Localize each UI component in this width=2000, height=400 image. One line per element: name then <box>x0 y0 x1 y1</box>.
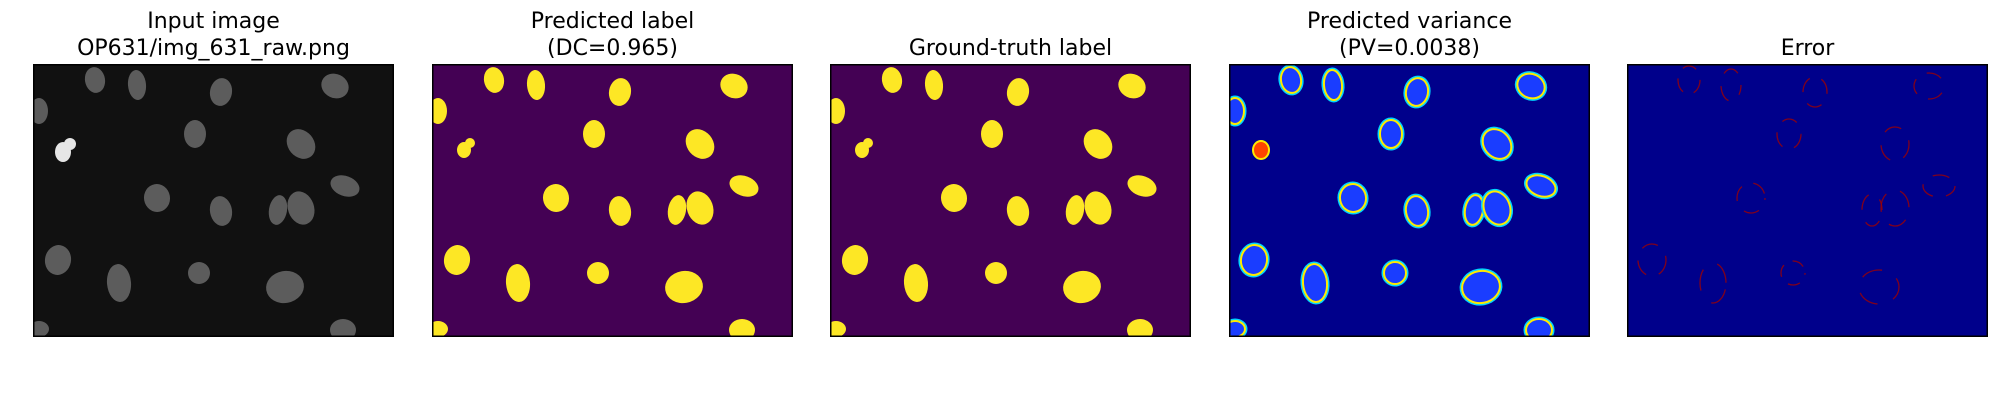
nucleus <box>188 262 210 284</box>
ground-truth-panel <box>830 64 1191 337</box>
bright-nucleus <box>64 138 76 150</box>
panel-title-predicted-variance: Predicted variance (PV=0.0038) <box>1229 8 1590 62</box>
panel-title-input: Input image OP631/img_631_raw.png <box>33 8 394 62</box>
variance-rim <box>1384 262 1406 284</box>
title-line1: Ground-truth label <box>830 35 1191 62</box>
mask-region <box>583 120 605 148</box>
title-line2: (DC=0.965) <box>432 35 793 62</box>
mask-region <box>587 262 609 284</box>
variance-rim <box>1253 141 1269 159</box>
title-line1: Input image <box>33 8 394 35</box>
predicted-label-panel <box>432 64 793 337</box>
panel-title-ground-truth: Ground-truth label <box>830 35 1191 62</box>
title-line1: Error <box>1627 35 1988 62</box>
error-map <box>1627 64 1988 337</box>
variance-heatmap <box>1229 64 1590 337</box>
label-mask <box>830 64 1191 337</box>
panel-title-error: Error <box>1627 35 1988 62</box>
input-image-panel <box>33 64 394 337</box>
variance-rim <box>1380 120 1402 148</box>
variance-rim <box>1526 319 1552 337</box>
title-line1: Predicted label <box>432 8 793 35</box>
error-panel <box>1627 64 1988 337</box>
mask-region <box>465 138 475 148</box>
mask-region <box>981 120 1003 148</box>
title-line2: (PV=0.0038) <box>1229 35 1590 62</box>
mask-region <box>985 262 1007 284</box>
label-mask <box>432 64 793 337</box>
nuclei-microscopy-image <box>33 64 394 337</box>
variance-rim <box>1229 321 1245 337</box>
title-line1: Predicted variance <box>1229 8 1590 35</box>
mask-region <box>863 138 873 148</box>
nucleus <box>184 120 206 148</box>
title-line2: OP631/img_631_raw.png <box>33 35 394 62</box>
variance-rim <box>1229 98 1244 124</box>
predicted-variance-panel <box>1229 64 1590 337</box>
panel-title-predicted-label: Predicted label (DC=0.965) <box>432 8 793 62</box>
